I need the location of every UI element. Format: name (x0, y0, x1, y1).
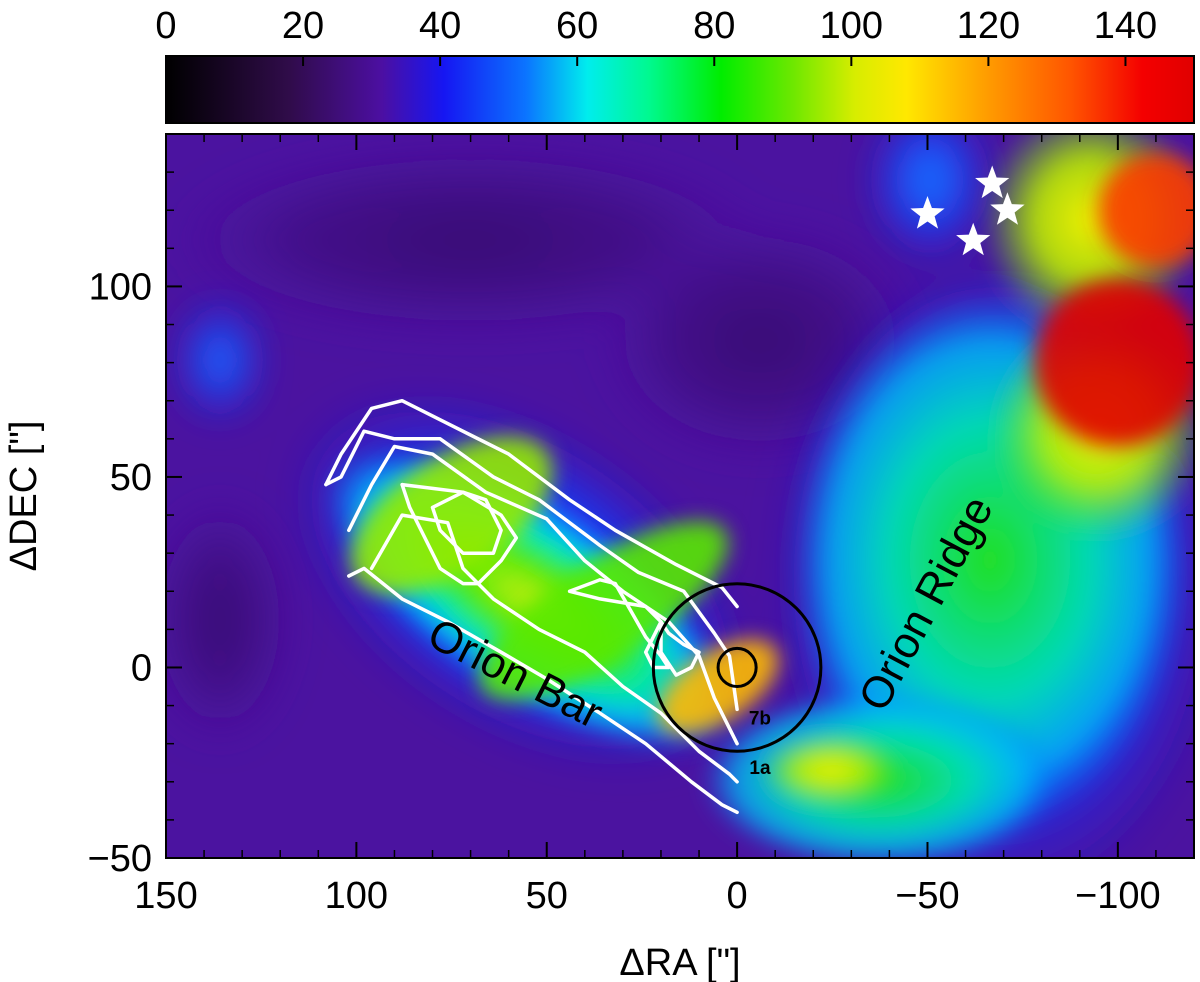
contour-line-5 (400, 482, 519, 586)
y-tick-label-2: 0 (131, 647, 152, 689)
contour-line-4 (347, 566, 739, 815)
colorbar-ticks: 0 20 40 60 80 100 120 140 (155, 5, 1157, 66)
colorbar-gradient (165, 55, 1195, 124)
axes: 150 100 50 0 −50 −100 100 50 0 −50 (88, 133, 1195, 917)
x-tick-label-1: 100 (325, 875, 388, 917)
emission-peak-0 (350, 436, 553, 594)
colorbar-tick-label-1: 20 (282, 5, 324, 47)
contour-line-7 (567, 578, 671, 670)
star-marker-3 (990, 192, 1025, 225)
star-marker-1 (956, 222, 991, 256)
beam-circle-1 (716, 646, 758, 689)
contour-line-2 (347, 444, 739, 746)
stars (910, 165, 1025, 256)
annotation-label-2: 7b (749, 709, 771, 730)
y-tick-label-1: 50 (110, 457, 152, 499)
beam-circles (651, 582, 823, 753)
beam-circle-0 (651, 582, 823, 753)
emission-peak-4 (1098, 153, 1194, 268)
contours (324, 398, 739, 815)
y-axis-label: ΔDEC ["] (3, 421, 45, 572)
emission-peak-2 (657, 639, 779, 734)
contour-line-1 (324, 429, 739, 712)
contour-line-6 (430, 490, 503, 555)
emission-peaks (350, 153, 1194, 734)
contour-line-0 (324, 398, 739, 609)
colorbar-tick-label-3: 60 (556, 5, 598, 47)
y-tick-label-0: 100 (89, 266, 152, 308)
colorbar-tick-label-0: 0 (155, 5, 176, 47)
x-tick-label-2: 50 (526, 875, 568, 917)
star-marker-0 (910, 196, 945, 229)
emission-peak-1 (479, 521, 729, 700)
contour-line-3 (369, 513, 739, 784)
y-tick-label-3: −50 (88, 838, 152, 880)
x-tick-label-4: −50 (895, 875, 959, 917)
star-marker-2 (975, 165, 1010, 199)
emission-peak-3 (1034, 278, 1194, 447)
plot-frame (165, 133, 1195, 859)
annotation-label-3: 1a (749, 758, 771, 779)
colorbar: 0 20 40 60 80 100 120 140 (155, 5, 1195, 124)
colorbar-tick-label-6: 120 (957, 5, 1020, 47)
x-tick-label-0: 150 (134, 875, 197, 917)
colorbar-tick-label-5: 100 (820, 5, 883, 47)
contour-line-8 (659, 619, 701, 677)
colorbar-tick-label-7: 140 (1094, 5, 1157, 47)
colorbar-tick-label-4: 80 (693, 5, 735, 47)
x-axis-label: ΔRA ["] (619, 942, 740, 982)
colorbar-tick-label-2: 40 (419, 5, 461, 47)
x-tick-label-3: 0 (727, 875, 748, 917)
x-tick-label-5: −100 (1075, 875, 1161, 917)
